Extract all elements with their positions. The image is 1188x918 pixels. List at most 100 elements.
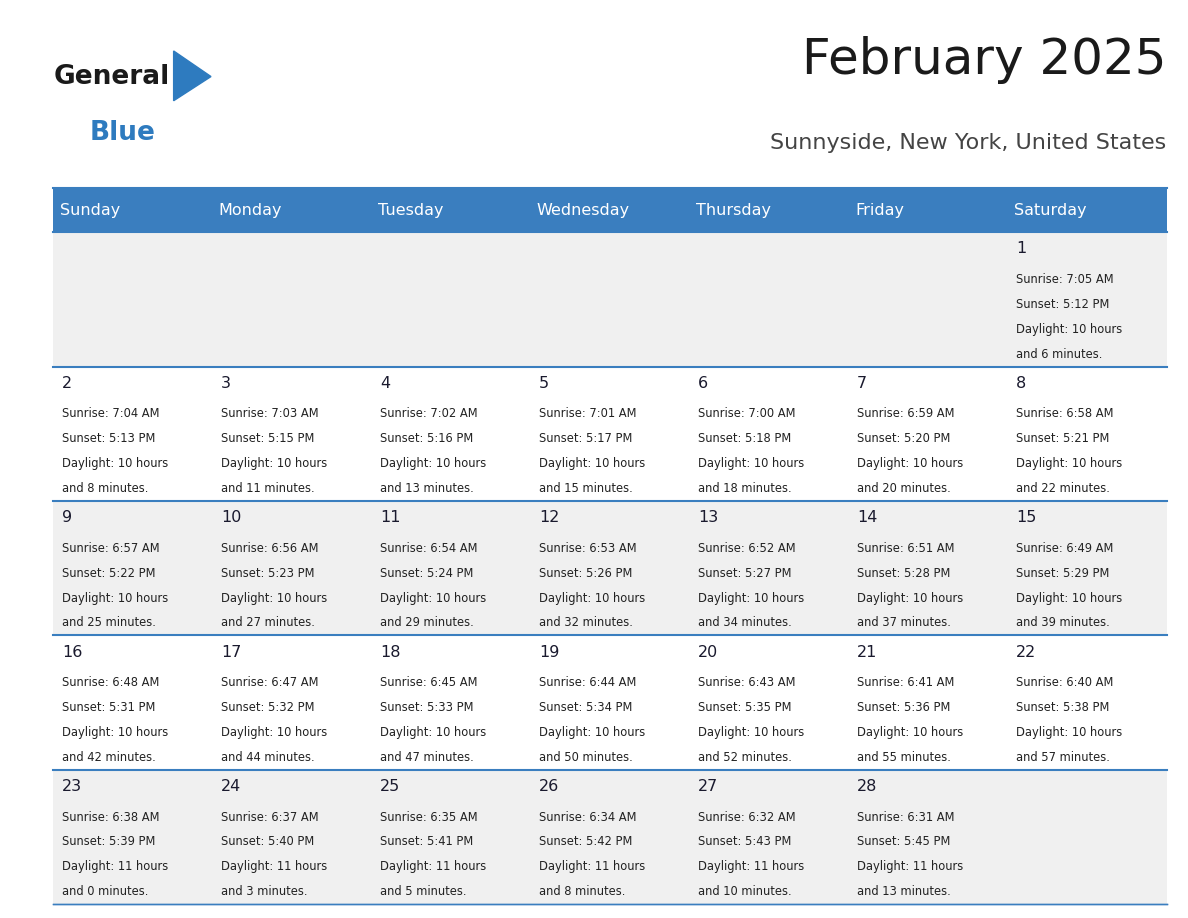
Text: Daylight: 10 hours: Daylight: 10 hours <box>1016 323 1123 336</box>
Text: 23: 23 <box>62 779 82 794</box>
Text: and 42 minutes.: and 42 minutes. <box>62 751 156 764</box>
Text: Daylight: 10 hours: Daylight: 10 hours <box>1016 591 1123 605</box>
Text: 13: 13 <box>697 510 718 525</box>
Text: 17: 17 <box>221 644 241 660</box>
Text: Daylight: 10 hours: Daylight: 10 hours <box>380 726 486 739</box>
Text: Sunset: 5:26 PM: Sunset: 5:26 PM <box>539 566 632 579</box>
Text: Daylight: 11 hours: Daylight: 11 hours <box>697 860 804 873</box>
Text: Daylight: 10 hours: Daylight: 10 hours <box>857 591 963 605</box>
Text: 1: 1 <box>1016 241 1026 256</box>
Text: Sunrise: 7:05 AM: Sunrise: 7:05 AM <box>1016 273 1113 286</box>
Text: 10: 10 <box>221 510 241 525</box>
Text: Sunrise: 6:45 AM: Sunrise: 6:45 AM <box>380 677 478 689</box>
Text: Sunset: 5:15 PM: Sunset: 5:15 PM <box>221 432 314 445</box>
Text: Blue: Blue <box>90 120 156 147</box>
Text: Sunset: 5:18 PM: Sunset: 5:18 PM <box>697 432 791 445</box>
Text: and 50 minutes.: and 50 minutes. <box>539 751 632 764</box>
Text: Sunrise: 6:32 AM: Sunrise: 6:32 AM <box>697 811 796 823</box>
Text: Sunrise: 6:38 AM: Sunrise: 6:38 AM <box>62 811 159 823</box>
Text: and 34 minutes.: and 34 minutes. <box>697 616 791 630</box>
Text: Daylight: 11 hours: Daylight: 11 hours <box>857 860 963 873</box>
Text: 8: 8 <box>1016 375 1026 391</box>
Polygon shape <box>173 50 211 101</box>
Text: and 15 minutes.: and 15 minutes. <box>539 482 632 495</box>
Text: Sunrise: 7:03 AM: Sunrise: 7:03 AM <box>221 408 318 420</box>
Text: 16: 16 <box>62 644 82 660</box>
Text: and 10 minutes.: and 10 minutes. <box>697 885 791 898</box>
Text: and 22 minutes.: and 22 minutes. <box>1016 482 1110 495</box>
Text: Sunset: 5:40 PM: Sunset: 5:40 PM <box>221 835 314 848</box>
Text: 7: 7 <box>857 375 867 391</box>
Text: Daylight: 10 hours: Daylight: 10 hours <box>221 457 327 470</box>
Text: and 8 minutes.: and 8 minutes. <box>62 482 148 495</box>
Text: Sunrise: 7:02 AM: Sunrise: 7:02 AM <box>380 408 478 420</box>
Text: Sunrise: 6:56 AM: Sunrise: 6:56 AM <box>221 542 318 554</box>
Text: Daylight: 10 hours: Daylight: 10 hours <box>221 726 327 739</box>
Text: Sunset: 5:23 PM: Sunset: 5:23 PM <box>221 566 315 579</box>
Text: and 44 minutes.: and 44 minutes. <box>221 751 315 764</box>
Text: Daylight: 11 hours: Daylight: 11 hours <box>539 860 645 873</box>
Text: Sunrise: 6:59 AM: Sunrise: 6:59 AM <box>857 408 954 420</box>
Text: Daylight: 10 hours: Daylight: 10 hours <box>62 457 168 470</box>
Text: Daylight: 10 hours: Daylight: 10 hours <box>539 726 645 739</box>
Text: Daylight: 10 hours: Daylight: 10 hours <box>1016 457 1123 470</box>
Text: and 20 minutes.: and 20 minutes. <box>857 482 950 495</box>
Text: Sunrise: 6:52 AM: Sunrise: 6:52 AM <box>697 542 796 554</box>
Text: 6: 6 <box>697 375 708 391</box>
Text: Sunset: 5:34 PM: Sunset: 5:34 PM <box>539 701 632 714</box>
Text: Sunset: 5:33 PM: Sunset: 5:33 PM <box>380 701 473 714</box>
Text: Daylight: 10 hours: Daylight: 10 hours <box>697 591 804 605</box>
Text: 11: 11 <box>380 510 400 525</box>
Text: Sunnyside, New York, United States: Sunnyside, New York, United States <box>770 133 1167 153</box>
Text: Sunrise: 6:58 AM: Sunrise: 6:58 AM <box>1016 408 1113 420</box>
Text: Daylight: 10 hours: Daylight: 10 hours <box>539 457 645 470</box>
Text: Daylight: 11 hours: Daylight: 11 hours <box>221 860 327 873</box>
Text: February 2025: February 2025 <box>802 36 1167 84</box>
Text: Daylight: 10 hours: Daylight: 10 hours <box>1016 726 1123 739</box>
Text: Sunset: 5:35 PM: Sunset: 5:35 PM <box>697 701 791 714</box>
Text: and 57 minutes.: and 57 minutes. <box>1016 751 1110 764</box>
Text: Sunday: Sunday <box>59 203 120 218</box>
Text: and 47 minutes.: and 47 minutes. <box>380 751 474 764</box>
Text: Sunrise: 6:37 AM: Sunrise: 6:37 AM <box>221 811 318 823</box>
Text: Sunrise: 6:35 AM: Sunrise: 6:35 AM <box>380 811 478 823</box>
Text: Sunset: 5:12 PM: Sunset: 5:12 PM <box>1016 297 1110 311</box>
Text: and 55 minutes.: and 55 minutes. <box>857 751 950 764</box>
Text: 19: 19 <box>539 644 560 660</box>
Text: Saturday: Saturday <box>1013 203 1087 218</box>
Text: and 0 minutes.: and 0 minutes. <box>62 885 148 898</box>
Text: Sunset: 5:38 PM: Sunset: 5:38 PM <box>1016 701 1110 714</box>
Text: and 11 minutes.: and 11 minutes. <box>221 482 315 495</box>
Text: Sunset: 5:36 PM: Sunset: 5:36 PM <box>857 701 950 714</box>
Text: Sunrise: 6:34 AM: Sunrise: 6:34 AM <box>539 811 637 823</box>
Text: Sunrise: 6:54 AM: Sunrise: 6:54 AM <box>380 542 478 554</box>
Text: 26: 26 <box>539 779 560 794</box>
Text: Sunrise: 6:51 AM: Sunrise: 6:51 AM <box>857 542 954 554</box>
Text: Sunset: 5:39 PM: Sunset: 5:39 PM <box>62 835 156 848</box>
Text: Daylight: 10 hours: Daylight: 10 hours <box>857 726 963 739</box>
Text: Daylight: 10 hours: Daylight: 10 hours <box>380 591 486 605</box>
Text: and 3 minutes.: and 3 minutes. <box>221 885 308 898</box>
Text: and 27 minutes.: and 27 minutes. <box>221 616 315 630</box>
Text: and 13 minutes.: and 13 minutes. <box>380 482 474 495</box>
Text: 25: 25 <box>380 779 400 794</box>
Text: 15: 15 <box>1016 510 1036 525</box>
Text: Daylight: 10 hours: Daylight: 10 hours <box>62 591 168 605</box>
Text: 28: 28 <box>857 779 877 794</box>
Text: 14: 14 <box>857 510 877 525</box>
Text: and 39 minutes.: and 39 minutes. <box>1016 616 1110 630</box>
Text: Sunrise: 6:49 AM: Sunrise: 6:49 AM <box>1016 542 1113 554</box>
Text: Sunset: 5:13 PM: Sunset: 5:13 PM <box>62 432 156 445</box>
Text: Sunset: 5:32 PM: Sunset: 5:32 PM <box>221 701 315 714</box>
Text: Friday: Friday <box>855 203 904 218</box>
Text: Sunset: 5:24 PM: Sunset: 5:24 PM <box>380 566 473 579</box>
Text: and 13 minutes.: and 13 minutes. <box>857 885 950 898</box>
Text: Sunrise: 6:41 AM: Sunrise: 6:41 AM <box>857 677 954 689</box>
Text: Sunset: 5:42 PM: Sunset: 5:42 PM <box>539 835 632 848</box>
Text: and 5 minutes.: and 5 minutes. <box>380 885 467 898</box>
Text: Sunrise: 6:53 AM: Sunrise: 6:53 AM <box>539 542 637 554</box>
Text: Daylight: 11 hours: Daylight: 11 hours <box>62 860 168 873</box>
Text: Sunrise: 6:40 AM: Sunrise: 6:40 AM <box>1016 677 1113 689</box>
Text: 4: 4 <box>380 375 390 391</box>
Text: Sunset: 5:22 PM: Sunset: 5:22 PM <box>62 566 156 579</box>
